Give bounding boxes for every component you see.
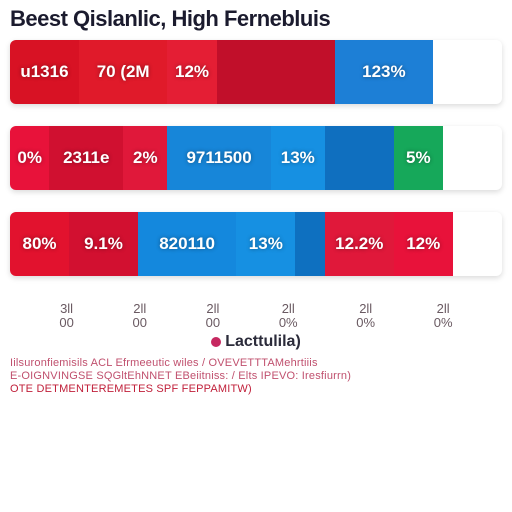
chart-area: u131670 (2M12%123%0%2311e2%971150013%5%8… <box>0 34 512 351</box>
bar-stack: 80%9.1%82011013% 12.2%12% <box>10 212 502 276</box>
bar-segment: 9.1% <box>69 212 138 276</box>
bar-segment: 2% <box>123 126 167 190</box>
bar-segment: 13% <box>271 126 325 190</box>
chart-title: Beest Qislanlic, High Fernebluis <box>0 0 512 34</box>
bar-segment <box>295 212 325 276</box>
bar-segment: u1316 <box>10 40 79 104</box>
legend-label: Lacttulila) <box>225 333 301 350</box>
bar-row: u131670 (2M12% 123% <box>10 40 502 104</box>
axis-tick: 3ll00 <box>59 302 73 329</box>
bar-row: 0%2311e2%971150013% 5% <box>10 126 502 190</box>
bar-segment: 2311e <box>49 126 123 190</box>
bar-segment: 5% <box>394 126 443 190</box>
bar-segment: 123% <box>335 40 433 104</box>
axis-tick: 2ll00 <box>206 302 220 329</box>
axis-tick: 2ll0% <box>434 302 453 329</box>
bar-stack: 0%2311e2%971150013% 5% <box>10 126 502 190</box>
bar-segment: 12% <box>394 212 453 276</box>
bar-segment: 80% <box>10 212 69 276</box>
bar-segment: 70 (2M <box>79 40 168 104</box>
axis-tick: 2ll0% <box>356 302 375 329</box>
x-axis: 3ll00 2ll00 2ll00 2ll0% 2ll0% 2ll0% <box>10 298 502 329</box>
bar-segment <box>443 126 502 190</box>
axis-tick: 2ll00 <box>133 302 147 329</box>
footer-line: E-OIGNVINGSE SQGltEhNNET EBeiitniss: / E… <box>10 370 502 383</box>
bar-segment <box>217 40 335 104</box>
bar-stack: u131670 (2M12% 123% <box>10 40 502 104</box>
bar-segment: 820110 <box>138 212 236 276</box>
bar-segment: 12% <box>167 40 216 104</box>
legend-dot-icon <box>211 337 221 347</box>
bar-segment: 12.2% <box>325 212 394 276</box>
footer-notes: Iilsuronfiemisils ACL Efrmeeutic wiles /… <box>0 351 512 395</box>
bar-segment: 0% <box>10 126 49 190</box>
bar-segment: 9711500 <box>167 126 270 190</box>
bar-segment: 13% <box>236 212 295 276</box>
bar-row: 80%9.1%82011013% 12.2%12% <box>10 212 502 276</box>
bar-segment <box>433 40 502 104</box>
bar-segment <box>453 212 502 276</box>
axis-tick: 2ll0% <box>279 302 298 329</box>
bar-segment <box>325 126 394 190</box>
footer-line: Iilsuronfiemisils ACL Efrmeeutic wiles /… <box>10 357 502 370</box>
footer-line: OTE DETMENTEREMETES SPF FEPPAMITW) <box>10 383 502 396</box>
legend: Lacttulila) <box>10 333 502 351</box>
